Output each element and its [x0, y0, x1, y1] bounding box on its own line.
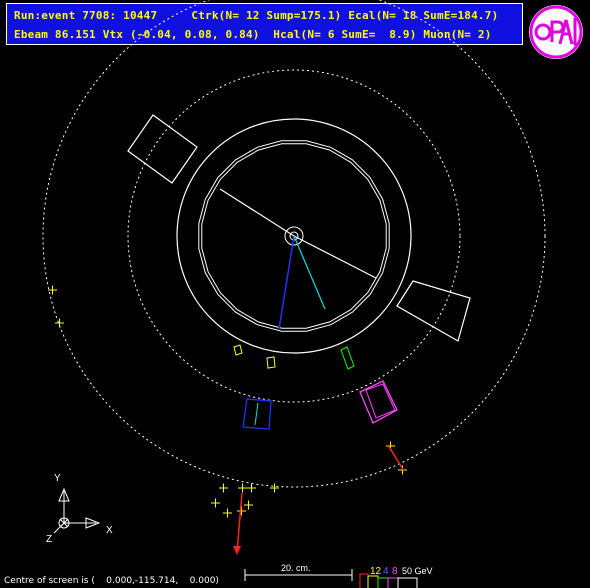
jet-chamber-inner: [201, 143, 387, 329]
axis-y-label: Y: [54, 473, 61, 484]
scale-bar: [244, 569, 353, 581]
outer-detector-ring: [42, 0, 546, 488]
opal-logo: [529, 5, 583, 59]
axes-icon: [53, 487, 101, 534]
muon-hits: [48, 285, 407, 518]
track-cyan: [293, 235, 326, 310]
muon-arrow-head: [233, 546, 241, 555]
hcal-cluster-magenta: [359, 380, 398, 424]
hcal-tower-upper-left: [127, 114, 198, 184]
energy-legend-label-50gev: 50 GeV: [402, 566, 433, 576]
ecal-cluster-2: [266, 356, 276, 369]
event-info-panel: Run:event 7708: 10447 Ctrk(N= 12 Sump=17…: [6, 3, 523, 45]
ecal-cluster-1: [233, 344, 243, 356]
scale-label: 20. cm.: [281, 563, 311, 573]
energy-legend-label-8: 8: [392, 566, 398, 577]
hcal-tower-right: [396, 280, 471, 342]
muon-track-left: [236, 492, 243, 553]
hcal-cluster-blue-inner: [254, 402, 259, 426]
screen-centre-readout: Centre of screen is ( 0.000,-115.714, 0.…: [4, 576, 219, 586]
hcal-cluster-blue: [242, 398, 272, 430]
energy-legend-label-12: 12: [370, 566, 382, 577]
event-info-line-2: Ebeam 86.151 Vtx (-0.04, 0.08, 0.84) Hca…: [14, 28, 492, 41]
track-white-upper: [219, 188, 295, 237]
jet-chamber-outer: [198, 140, 390, 332]
middle-detector-ring: [127, 69, 461, 403]
energy-legend-label-4: 4: [383, 566, 389, 577]
ecal-cluster-3: [340, 346, 355, 370]
coil-ring: [176, 118, 412, 354]
event-info-line-1: Run:event 7708: 10447 Ctrk(N= 12 Sump=17…: [14, 9, 499, 22]
track-blue: [278, 235, 295, 330]
muon-track-right: [387, 444, 405, 472]
track-white-right: [293, 235, 377, 279]
axis-z-label: Z: [46, 534, 52, 545]
hcal-cluster-magenta-inner: [365, 383, 396, 419]
vertex-detector-outer: [284, 226, 304, 246]
energy-legend-bars: [359, 573, 418, 588]
axis-x-label: X: [106, 525, 113, 536]
